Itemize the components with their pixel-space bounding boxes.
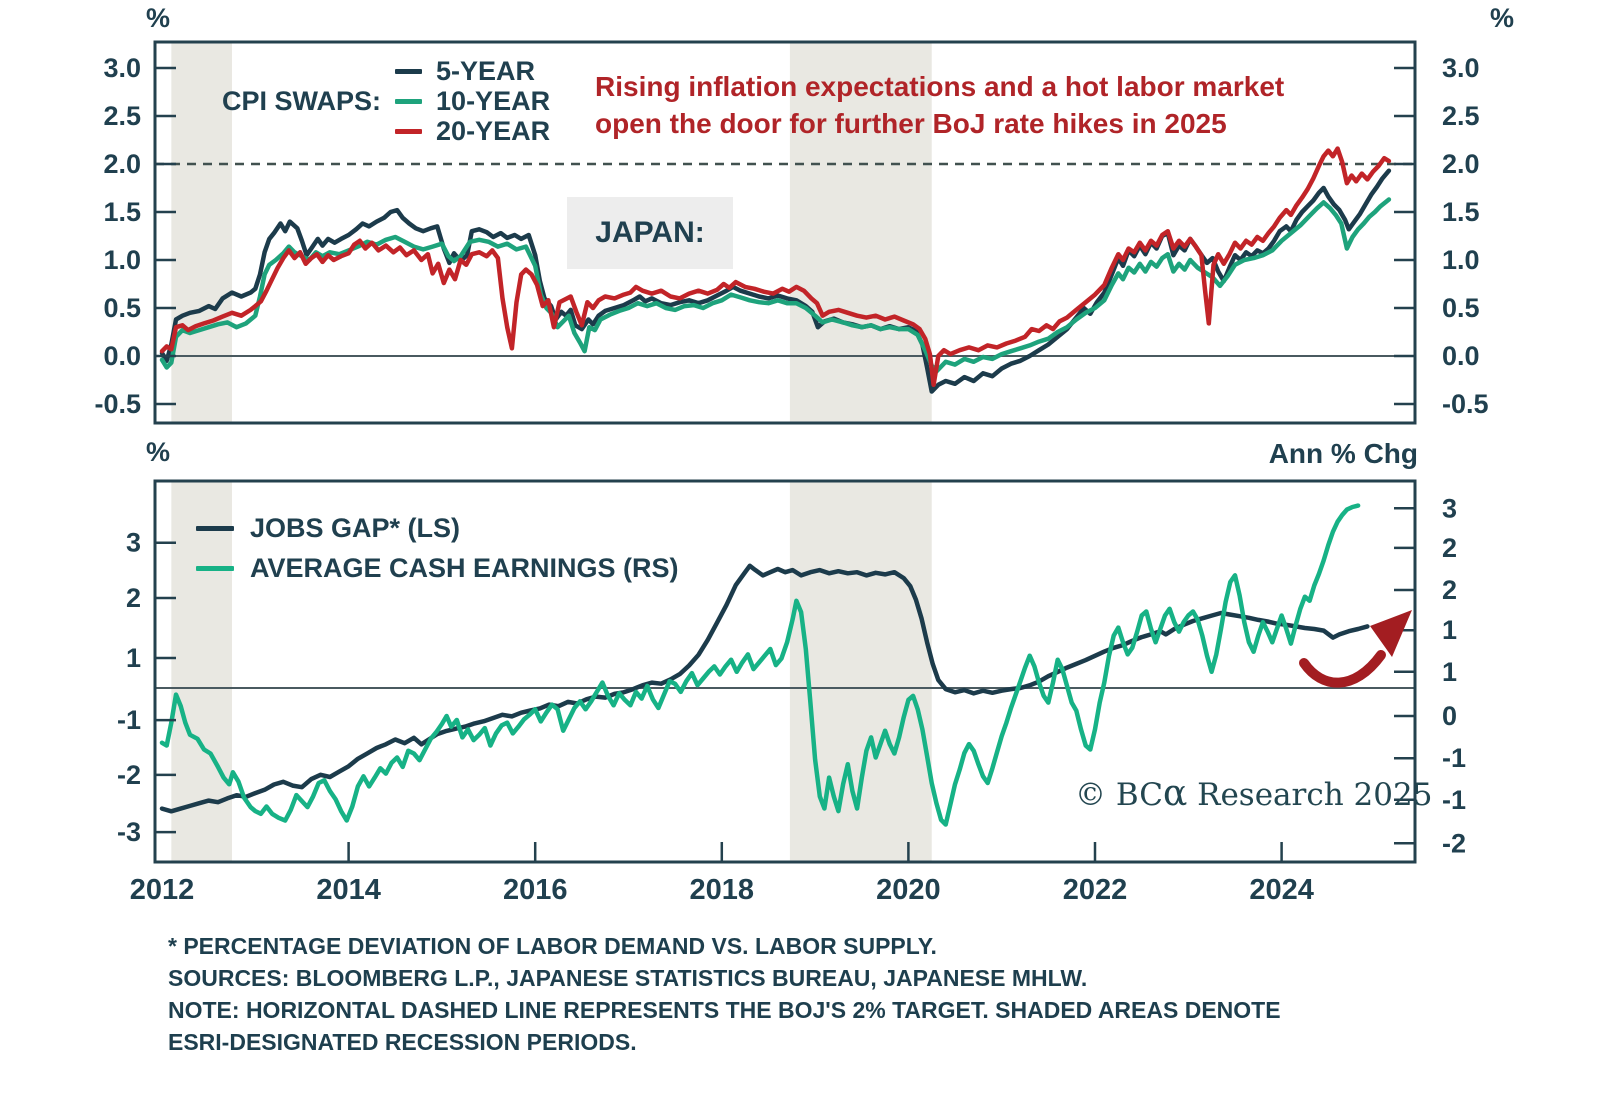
svg-text:2: 2 bbox=[1442, 575, 1457, 605]
svg-text:-3: -3 bbox=[117, 817, 141, 847]
svg-text:-2: -2 bbox=[1442, 828, 1466, 858]
alpha-glyph: α bbox=[1162, 773, 1188, 814]
ann-pct-chg-label: Ann % Chg bbox=[1268, 438, 1418, 469]
svg-text:3.0: 3.0 bbox=[1442, 53, 1480, 83]
cpi-swaps-legend: CPI SWAPS: 5-YEAR 10-YEAR 20-YEAR bbox=[222, 56, 550, 146]
20-year-line-swatch-icon bbox=[395, 129, 423, 134]
svg-text:-0.5: -0.5 bbox=[1442, 389, 1489, 419]
svg-text:-1: -1 bbox=[1442, 743, 1466, 773]
footnotes: * PERCENTAGE DEVIATION OF LABOR DEMAND V… bbox=[168, 930, 1281, 1058]
legend-item-5-year: 5-YEAR bbox=[395, 56, 550, 86]
svg-text:-2: -2 bbox=[117, 760, 141, 790]
svg-text:0: 0 bbox=[1442, 701, 1457, 731]
svg-text:-0.5: -0.5 bbox=[94, 389, 141, 419]
jobs-gap-line-swatch-icon bbox=[196, 525, 234, 531]
legend-item-20-year: 20-YEAR bbox=[395, 116, 550, 146]
japan-label: JAPAN: bbox=[595, 216, 705, 249]
japan-label-box: JAPAN: bbox=[567, 197, 733, 269]
footnote-note-line2: ESRI-DESIGNATED RECESSION PERIODS. bbox=[168, 1029, 637, 1055]
headline-line2: open the door for further BoJ rate hikes… bbox=[595, 108, 1227, 139]
svg-text:3: 3 bbox=[1442, 493, 1457, 523]
svg-text:2016: 2016 bbox=[503, 874, 568, 906]
cpi-swaps-legend-title: CPI SWAPS: bbox=[222, 86, 382, 116]
svg-text:2: 2 bbox=[1442, 533, 1457, 563]
svg-text:0.0: 0.0 bbox=[1442, 341, 1480, 371]
svg-text:1.5: 1.5 bbox=[103, 197, 141, 227]
footnote-sources: SOURCES: BLOOMBERG L.P., JAPANESE STATIS… bbox=[168, 965, 1088, 991]
svg-text:2.0: 2.0 bbox=[1442, 149, 1480, 179]
headline-annotation: Rising inflation expectations and a hot … bbox=[595, 68, 1284, 142]
svg-text:-1: -1 bbox=[117, 705, 141, 735]
svg-text:2018: 2018 bbox=[690, 874, 755, 906]
legend-item-10-year: 10-YEAR bbox=[395, 86, 550, 116]
5-year-line-swatch-icon bbox=[395, 69, 423, 74]
svg-text:2: 2 bbox=[126, 583, 141, 613]
svg-text:-1: -1 bbox=[1442, 785, 1466, 815]
svg-text:1: 1 bbox=[126, 643, 141, 673]
top-left-unit-label: % bbox=[146, 3, 171, 33]
footnote-note-line1: NOTE: HORIZONTAL DASHED LINE REPRESENTS … bbox=[168, 997, 1281, 1023]
svg-text:1.5: 1.5 bbox=[1442, 197, 1480, 227]
bca-research-watermark: © BCα Research 2025 bbox=[1075, 773, 1433, 814]
svg-text:2024: 2024 bbox=[1249, 874, 1314, 906]
headline-line1: Rising inflation expectations and a hot … bbox=[595, 71, 1285, 102]
svg-text:1: 1 bbox=[1442, 657, 1457, 687]
svg-text:2014: 2014 bbox=[316, 874, 381, 906]
svg-text:2020: 2020 bbox=[876, 874, 941, 906]
bottom-left-unit-label: % bbox=[146, 437, 171, 467]
svg-text:2022: 2022 bbox=[1063, 874, 1128, 906]
svg-text:3.0: 3.0 bbox=[103, 53, 141, 83]
top-right-unit-label: % bbox=[1490, 3, 1515, 33]
footnote-deviation: * PERCENTAGE DEVIATION OF LABOR DEMAND V… bbox=[168, 933, 937, 959]
bottom-legend: JOBS GAP* (LS) AVERAGE CASH EARNINGS (RS… bbox=[196, 508, 679, 588]
svg-text:2.0: 2.0 bbox=[103, 149, 141, 179]
svg-text:2.5: 2.5 bbox=[1442, 101, 1480, 131]
10-year-line-swatch-icon bbox=[395, 99, 423, 104]
legend-item-jobs-gap: JOBS GAP* (LS) bbox=[196, 508, 679, 548]
svg-text:1.0: 1.0 bbox=[1442, 245, 1480, 275]
svg-text:1.0: 1.0 bbox=[103, 245, 141, 275]
svg-text:2.5: 2.5 bbox=[103, 101, 141, 131]
svg-text:3: 3 bbox=[126, 528, 141, 558]
avg-cash-earnings-line-swatch-icon bbox=[196, 565, 234, 571]
svg-text:0.5: 0.5 bbox=[103, 293, 141, 323]
svg-text:0.5: 0.5 bbox=[1442, 293, 1480, 323]
svg-text:2012: 2012 bbox=[130, 874, 195, 906]
legend-item-avg-cash-earnings: AVERAGE CASH EARNINGS (RS) bbox=[196, 548, 679, 588]
svg-text:0.0: 0.0 bbox=[103, 341, 141, 371]
svg-text:1: 1 bbox=[1442, 615, 1457, 645]
